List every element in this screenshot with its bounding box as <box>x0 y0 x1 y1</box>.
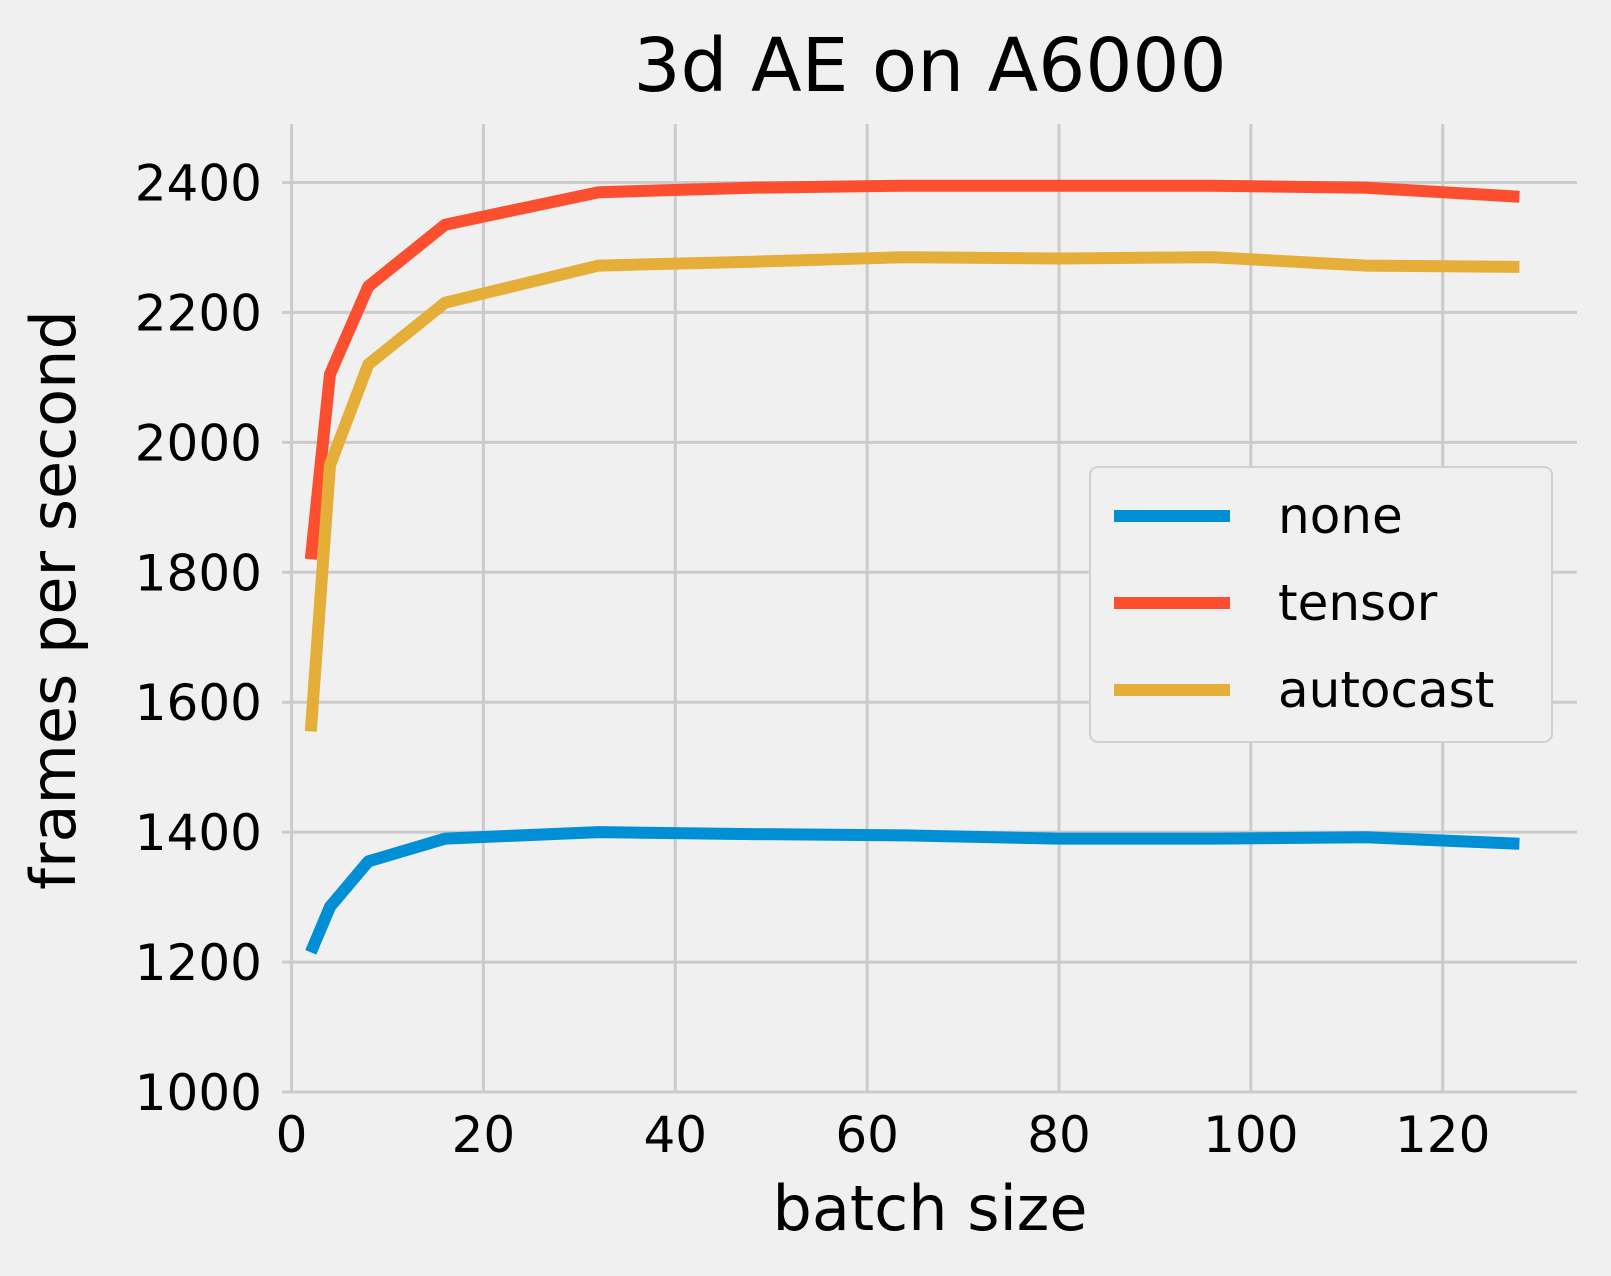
legend-label-tensor: tensor <box>1278 574 1438 632</box>
x-tick-label: 80 <box>1027 1106 1091 1164</box>
series-line-none <box>305 826 1520 955</box>
y-tick-label: 1000 <box>135 1064 262 1122</box>
y-tick-label: 2400 <box>135 154 262 212</box>
series-line-autocast <box>304 251 1520 732</box>
y-tick-label: 1400 <box>135 804 262 862</box>
y-tick-labels: 1000 1200 1400 1600 1800 2000 2200 2400 <box>135 154 262 1122</box>
x-tick-label: 100 <box>1203 1106 1298 1164</box>
legend-box <box>1089 466 1553 743</box>
y-tick-label: 2000 <box>135 414 262 472</box>
y-tick-label: 1800 <box>135 544 262 602</box>
y-tick-label: 2200 <box>135 284 262 342</box>
x-tick-labels: 0 20 40 60 80 100 120 <box>276 1106 1491 1164</box>
x-tick-label: 120 <box>1395 1106 1490 1164</box>
legend: none tensor autocast <box>1089 466 1553 743</box>
legend-label-none: none <box>1278 487 1403 545</box>
y-tick-label: 1600 <box>135 674 262 732</box>
x-tick-label: 40 <box>643 1106 707 1164</box>
x-tick-label: 0 <box>276 1106 308 1164</box>
series-line-tensor <box>304 179 1520 560</box>
y-axis-label: frames per second <box>17 310 90 890</box>
chart-title: 3d AE on A6000 <box>633 23 1226 109</box>
x-axis-label: batch size <box>773 1172 1088 1245</box>
x-tick-label: 60 <box>835 1106 899 1164</box>
series-lines <box>304 179 1520 955</box>
x-tick-label: 20 <box>452 1106 516 1164</box>
y-tick-label: 1200 <box>135 934 262 992</box>
legend-label-autocast: autocast <box>1278 661 1494 719</box>
